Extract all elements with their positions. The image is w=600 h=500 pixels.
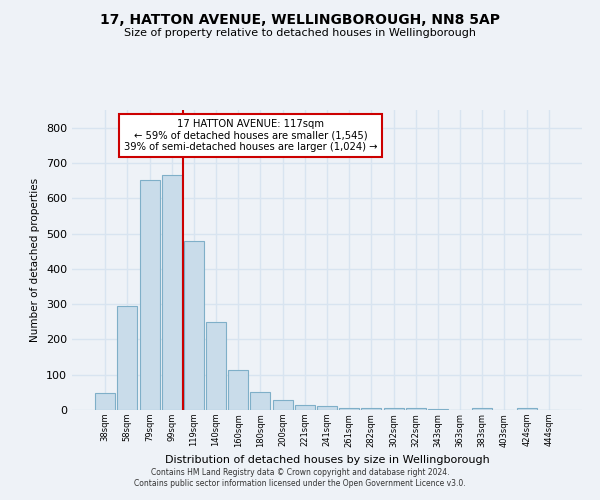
Bar — [206, 322, 226, 410]
Text: Size of property relative to detached houses in Wellingborough: Size of property relative to detached ho… — [124, 28, 476, 38]
Bar — [317, 406, 337, 410]
X-axis label: Distribution of detached houses by size in Wellingborough: Distribution of detached houses by size … — [164, 455, 490, 465]
Bar — [517, 408, 536, 410]
Bar — [228, 370, 248, 410]
Bar — [406, 408, 426, 410]
Bar — [250, 392, 271, 410]
Text: Contains HM Land Registry data © Crown copyright and database right 2024.
Contai: Contains HM Land Registry data © Crown c… — [134, 468, 466, 487]
Bar — [140, 180, 160, 410]
Bar — [339, 408, 359, 410]
Bar — [162, 176, 182, 410]
Bar — [295, 404, 315, 410]
Y-axis label: Number of detached properties: Number of detached properties — [31, 178, 40, 342]
Bar — [118, 306, 137, 410]
Bar — [361, 408, 382, 410]
Bar — [272, 400, 293, 410]
Text: 17 HATTON AVENUE: 117sqm
← 59% of detached houses are smaller (1,545)
39% of sem: 17 HATTON AVENUE: 117sqm ← 59% of detach… — [124, 119, 377, 152]
Bar — [95, 393, 115, 410]
Bar — [184, 242, 204, 410]
Bar — [472, 408, 492, 410]
Bar — [383, 408, 404, 410]
Text: 17, HATTON AVENUE, WELLINGBOROUGH, NN8 5AP: 17, HATTON AVENUE, WELLINGBOROUGH, NN8 5… — [100, 12, 500, 26]
